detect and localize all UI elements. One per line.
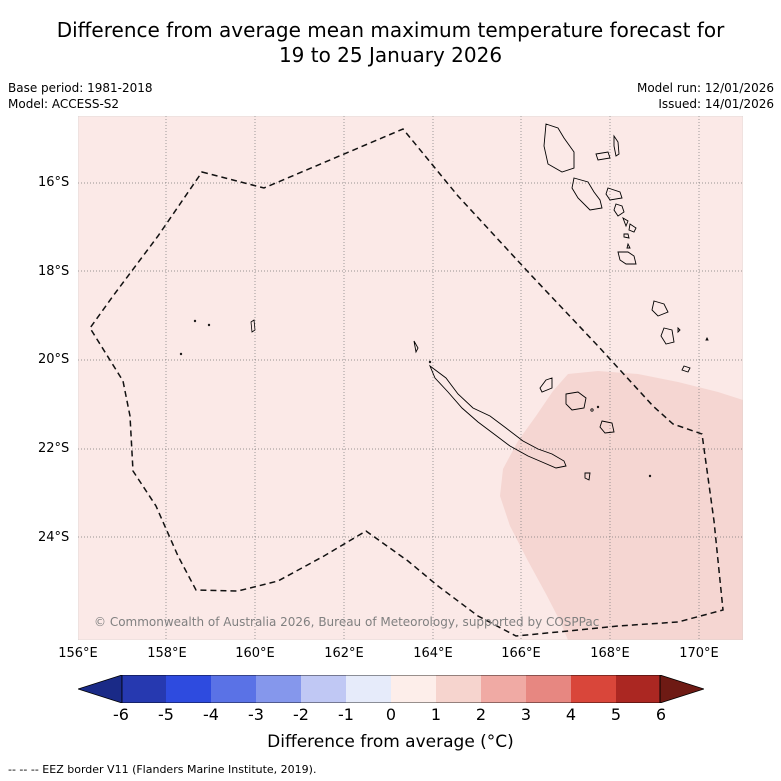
mare — [599, 420, 615, 434]
colorbar-segment — [256, 675, 301, 703]
title-line-2: 19 to 25 January 2026 — [278, 43, 503, 67]
small-islands — [179, 319, 652, 478]
colorbar-segment — [301, 675, 346, 703]
copyright-notice: © Commonwealth of Australia 2026, Bureau… — [94, 615, 599, 629]
colorbar-min-arrow — [78, 675, 123, 703]
colorbar-frame — [121, 675, 661, 703]
title-line-1: Difference from average mean maximum tem… — [56, 18, 725, 42]
colorbar-max-arrow — [659, 675, 704, 703]
issued-date: Issued: 14/01/2026 — [658, 97, 774, 111]
lat-label-20s: 20°S — [38, 352, 70, 367]
lat-label-22s: 22°S — [38, 441, 70, 456]
lon-label-168e: 168°E — [590, 646, 630, 661]
lifou — [565, 391, 587, 411]
colorbar-tick: -5 — [158, 705, 174, 724]
lon-label-170e: 170°E — [679, 646, 719, 661]
colorbar-segment — [122, 675, 166, 703]
colorbar-segment — [436, 675, 481, 703]
belep-islands — [413, 340, 419, 354]
lat-label-24s: 24°S — [38, 530, 70, 545]
colorbar — [78, 675, 704, 703]
colorbar-tick: 5 — [610, 705, 622, 724]
colorbar-segment — [481, 675, 526, 703]
ouvea — [539, 377, 553, 393]
colorbar-segment — [211, 675, 256, 703]
lon-label-164e: 164°E — [413, 646, 453, 661]
vanuatu-islands — [543, 123, 709, 373]
colorbar-tick: 6 — [655, 705, 667, 724]
model-name: Model: ACCESS-S2 — [8, 97, 120, 111]
colorbar-tick: -4 — [203, 705, 219, 724]
lat-label-18s: 18°S — [38, 264, 70, 279]
new-caledonia — [428, 364, 567, 469]
lon-label-158e: 158°E — [147, 646, 187, 661]
colorbar-segment — [346, 675, 391, 703]
meta-left: Base period: 1981-2018 Model: ACCESS-S2 — [8, 80, 153, 112]
model-run: Model run: 12/01/2026 — [636, 81, 774, 95]
lat-label-16s: 16°S — [38, 175, 70, 190]
lon-label-156e: 156°E — [58, 646, 98, 661]
colorbar-tick: -6 — [113, 705, 129, 724]
colorbar-tick: 2 — [475, 705, 487, 724]
colorbar-tick: -3 — [248, 705, 264, 724]
colorbar-tick: -1 — [338, 705, 354, 724]
eez-border — [89, 128, 724, 637]
base-period: Base period: 1981-2018 — [8, 81, 153, 95]
meta-right: Model run: 12/01/2026 Issued: 14/01/2026 — [637, 80, 774, 112]
colorbar-segment — [391, 675, 436, 703]
map-title: Difference from average mean maximum tem… — [0, 18, 781, 68]
colorbar-segment — [571, 675, 616, 703]
anomaly-region — [500, 371, 743, 640]
colorbar-segment — [616, 675, 660, 703]
colorbar-label: Difference from average (°C) — [267, 732, 514, 752]
lon-label-166e: 166°E — [501, 646, 541, 661]
tiga-island — [590, 408, 594, 412]
colorbar-tick: 1 — [430, 705, 442, 724]
colorbar-tick: -2 — [293, 705, 309, 724]
eez-footnote: -- -- -- EEZ border V11 (Flanders Marine… — [8, 763, 317, 776]
lon-label-160e: 160°E — [235, 646, 275, 661]
graticule — [78, 116, 743, 640]
colorbar-tick: 3 — [520, 705, 532, 724]
colorbar-tick: 4 — [565, 705, 577, 724]
forecast-map: © Commonwealth of Australia 2026, Bureau… — [78, 116, 743, 640]
lon-label-162e: 162°E — [324, 646, 364, 661]
ile-des-pins — [584, 472, 591, 481]
colorbar-segment — [526, 675, 571, 703]
colorbar-segment — [166, 675, 211, 703]
colorbar-tick: 0 — [385, 705, 397, 724]
